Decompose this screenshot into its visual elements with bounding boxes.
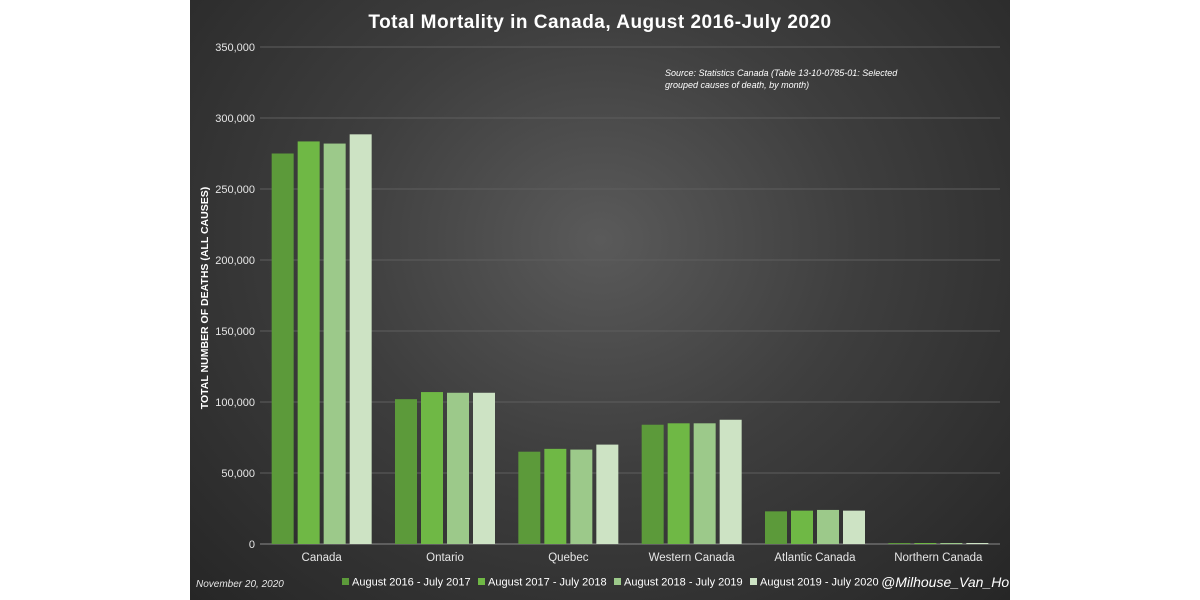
bar-chart: Total Mortality in Canada, August 2016-J… (196, 12, 1009, 590)
bar-canada-series-3 (323, 143, 346, 544)
bar-atlantic-canada-series-4 (843, 510, 865, 544)
x-category-label: Quebec (548, 552, 589, 564)
source-annotation-line1: Source: Statistics Canada (Table 13-10-0… (665, 68, 898, 78)
bar-quebec-series-1 (518, 451, 541, 544)
source-annotation-line2: grouped causes of death, by month) (665, 80, 809, 90)
y-tick-label: 50,000 (221, 468, 255, 480)
x-category-label: Northern Canada (894, 552, 983, 564)
legend-label: August 2016 - July 2017 (352, 577, 471, 589)
y-tick-label: 350,000 (215, 42, 255, 54)
bar-western-canada-series-2 (667, 423, 690, 544)
bar-ontario-series-2 (421, 392, 443, 544)
bar-ontario-series-4 (473, 392, 495, 544)
legend-swatch (614, 578, 621, 585)
legend-swatch (750, 578, 757, 585)
y-axis-ticks: 0 50,000 100,000 150,000 200,000 250,000 300,0… (215, 42, 255, 551)
x-category-label: Atlantic Canada (774, 552, 856, 564)
bar-northern-canada-series-1 (888, 543, 911, 544)
bar-western-canada-series-3 (693, 423, 716, 544)
x-category-label: Canada (302, 552, 343, 564)
author-handle: @Milhouse_Van_Ho (881, 574, 1009, 590)
bar-ontario-series-1 (395, 399, 417, 544)
y-tick-label: 150,000 (215, 326, 255, 338)
y-tick-label: 100,000 (215, 397, 255, 409)
bar-canada-series-4 (349, 134, 372, 544)
legend-swatch (478, 578, 485, 585)
bar-western-canada-series-4 (719, 419, 742, 544)
bar-quebec-series-2 (544, 448, 567, 544)
x-category-label: Western Canada (649, 552, 736, 564)
grid-lines (260, 46, 1000, 545)
y-tick-label: 200,000 (215, 255, 255, 267)
bar-atlantic-canada-series-1 (765, 511, 787, 544)
bar-atlantic-canada-series-2 (791, 510, 813, 544)
x-category-label: Ontario (426, 552, 464, 564)
legend-label: August 2019 - July 2020 (760, 577, 879, 589)
bar-northern-canada-series-2 (914, 543, 937, 544)
legend: August 2016 - July 2017 August 2017 - Jul… (342, 577, 879, 589)
bar-canada-series-1 (271, 153, 294, 544)
legend-swatch (342, 578, 349, 585)
bar-canada-series-2 (297, 141, 320, 544)
y-axis-label: TOTAL NUMBER OF DEATHS (ALL CAUSES) (199, 187, 211, 409)
chart-title: Total Mortality in Canada, August 2016-J… (368, 12, 831, 33)
bars (271, 134, 989, 544)
bar-northern-canada-series-3 (940, 543, 963, 544)
legend-label: August 2018 - July 2019 (624, 577, 743, 589)
y-tick-label: 300,000 (215, 113, 255, 125)
bar-ontario-series-3 (447, 392, 469, 544)
bar-quebec-series-4 (596, 444, 619, 544)
y-tick-label: 0 (249, 539, 255, 551)
bar-western-canada-series-1 (641, 424, 664, 544)
bar-atlantic-canada-series-3 (817, 509, 839, 544)
chart-canvas: Total Mortality in Canada, August 2016-J… (190, 0, 1010, 600)
footer-date: November 20, 2020 (196, 579, 284, 590)
x-axis-categories: Canada Ontario Quebec Western Canada Atlanti… (302, 552, 984, 564)
bar-northern-canada-series-4 (966, 543, 989, 544)
y-tick-label: 250,000 (215, 184, 255, 196)
legend-label: August 2017 - July 2018 (488, 577, 607, 589)
bar-quebec-series-3 (570, 449, 593, 544)
